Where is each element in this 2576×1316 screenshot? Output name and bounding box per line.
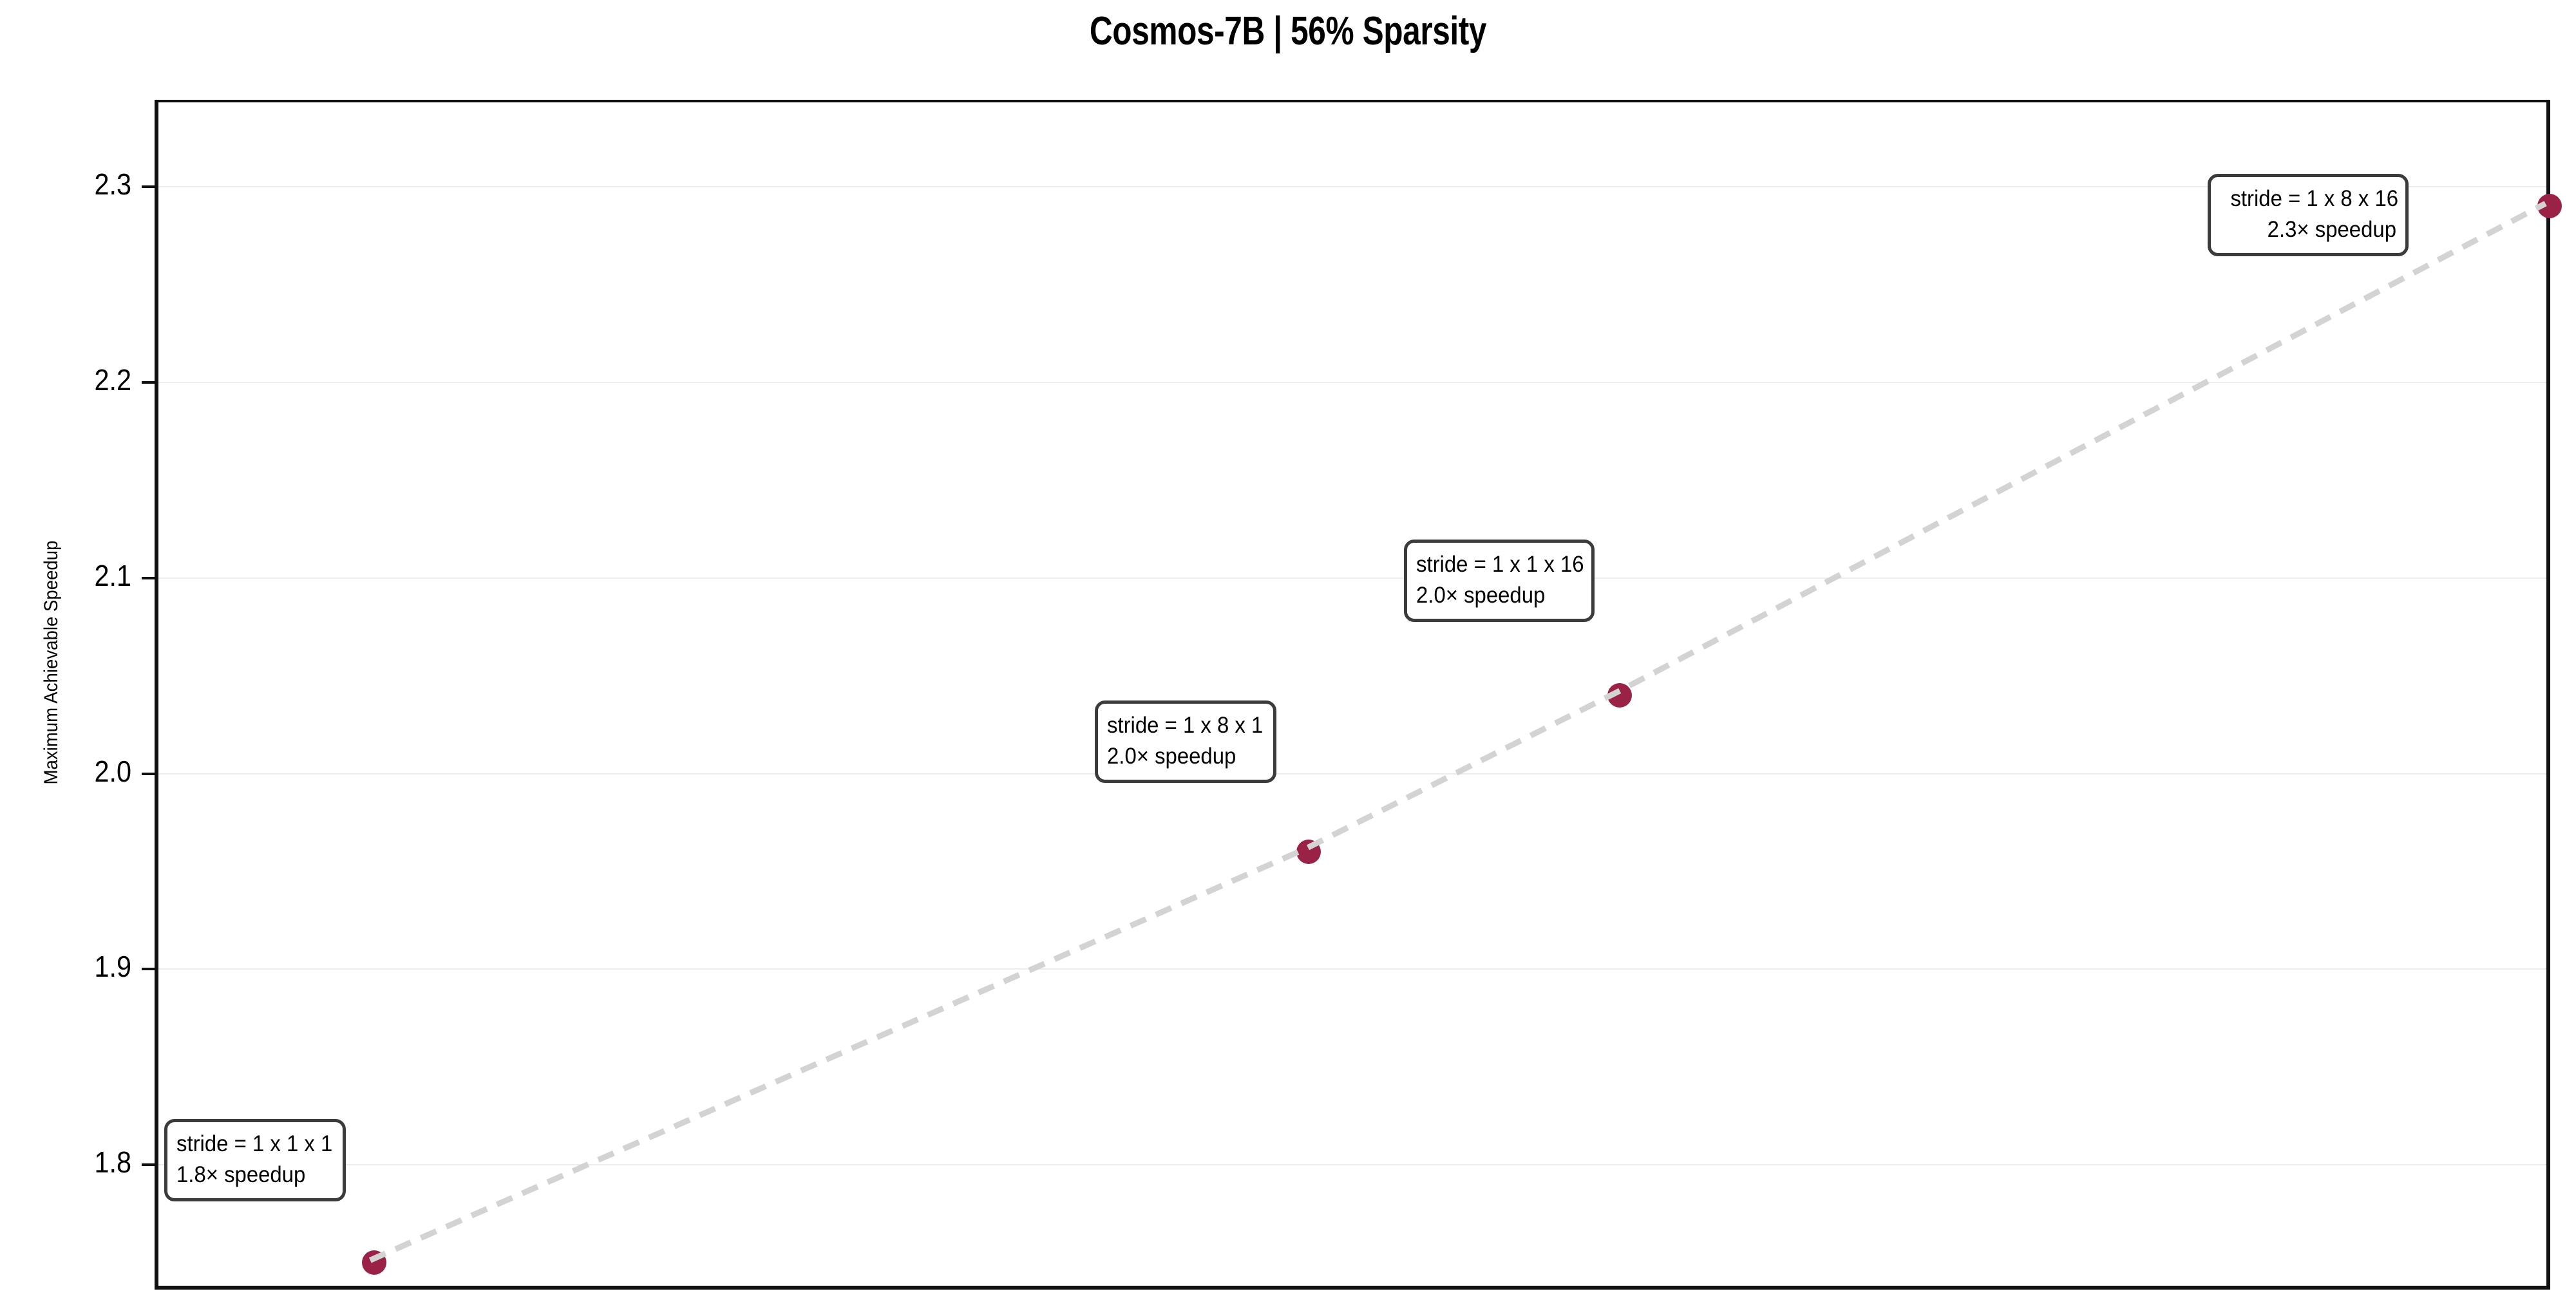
- y-axis-tick-mark: [142, 381, 158, 384]
- y-axis-tick-mark: [142, 1163, 158, 1167]
- data-point: [1607, 682, 1633, 708]
- data-point: [2537, 194, 2562, 219]
- y-axis-tick-label: 2.2: [94, 362, 131, 397]
- annotation-box: stride = 1 x 8 x 1 2.0× speedup: [1095, 700, 1276, 783]
- gridline: [158, 1164, 2546, 1166]
- y-axis-tick-mark: [142, 576, 158, 579]
- annotation-stride-label: stride = 1 x 8 x 16: [2230, 186, 2399, 211]
- y-axis-tick-label: 1.8: [94, 1145, 131, 1180]
- annotation-stride-label: stride = 1 x 1 x 1: [176, 1131, 333, 1156]
- y-axis-tick-mark: [142, 185, 158, 188]
- gridline: [158, 968, 2546, 970]
- annotation-box: stride = 1 x 1 x 1 1.8× speedup: [164, 1119, 346, 1201]
- annotation-speedup-label: 2.0× speedup: [1107, 744, 1236, 769]
- annotation-speedup-label: 2.0× speedup: [1416, 583, 1546, 608]
- y-axis-tick-label: 2.3: [94, 167, 131, 201]
- y-axis-label: Maximum Achievable Speedup: [41, 540, 62, 785]
- annotation-speedup-label: 2.3× speedup: [2267, 217, 2396, 242]
- y-axis-tick-mark: [142, 772, 158, 775]
- gridline: [158, 381, 2546, 383]
- data-point: [361, 1250, 386, 1275]
- annotation-speedup-label: 1.8× speedup: [176, 1162, 306, 1187]
- plot-area: [142, 100, 2562, 1290]
- annotation-box: stride = 1 x 8 x 16 2.3× speedup: [2208, 174, 2409, 256]
- gridline: [158, 185, 2546, 187]
- data-point: [1296, 840, 1321, 865]
- annotation-box: stride = 1 x 1 x 16 2.0× speedup: [1404, 540, 1595, 622]
- annotation-stride-label: stride = 1 x 1 x 16: [1416, 552, 1584, 577]
- annotation-stride-label: stride = 1 x 8 x 1: [1107, 713, 1264, 738]
- y-axis-tick-label: 2.1: [94, 558, 131, 592]
- gridline: [158, 773, 2546, 775]
- y-axis-tick-mark: [142, 968, 158, 971]
- gridline: [158, 577, 2546, 579]
- chart-title: Cosmos-7B | 56% Sparsity: [1089, 9, 1487, 53]
- y-axis-tick-label: 2.0: [94, 754, 131, 788]
- y-axis-tick-label: 1.9: [94, 950, 131, 984]
